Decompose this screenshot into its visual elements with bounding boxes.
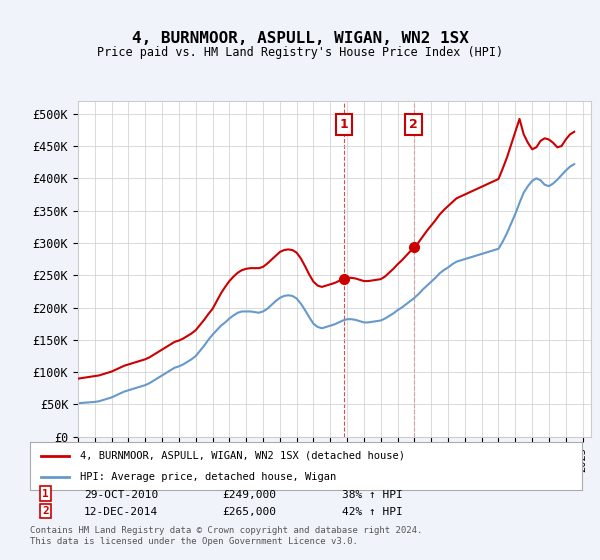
Text: Price paid vs. HM Land Registry's House Price Index (HPI): Price paid vs. HM Land Registry's House … [97, 46, 503, 59]
Text: £249,000: £249,000 [222, 490, 276, 500]
Text: 2: 2 [42, 506, 49, 516]
Text: 12-DEC-2014: 12-DEC-2014 [84, 507, 158, 517]
Text: £265,000: £265,000 [222, 507, 276, 517]
Text: 2: 2 [409, 118, 418, 131]
Text: 4, BURNMOOR, ASPULL, WIGAN, WN2 1SX: 4, BURNMOOR, ASPULL, WIGAN, WN2 1SX [131, 31, 469, 46]
Text: 4, BURNMOOR, ASPULL, WIGAN, WN2 1SX (detached house): 4, BURNMOOR, ASPULL, WIGAN, WN2 1SX (det… [80, 451, 404, 461]
Text: This data is licensed under the Open Government Licence v3.0.: This data is licensed under the Open Gov… [30, 538, 358, 547]
Text: 1: 1 [42, 489, 49, 499]
Text: Contains HM Land Registry data © Crown copyright and database right 2024.: Contains HM Land Registry data © Crown c… [30, 526, 422, 535]
Text: 38% ↑ HPI: 38% ↑ HPI [342, 490, 403, 500]
Text: 42% ↑ HPI: 42% ↑ HPI [342, 507, 403, 517]
Text: HPI: Average price, detached house, Wigan: HPI: Average price, detached house, Wiga… [80, 472, 336, 482]
Text: 29-OCT-2010: 29-OCT-2010 [84, 490, 158, 500]
Text: 1: 1 [340, 118, 349, 131]
